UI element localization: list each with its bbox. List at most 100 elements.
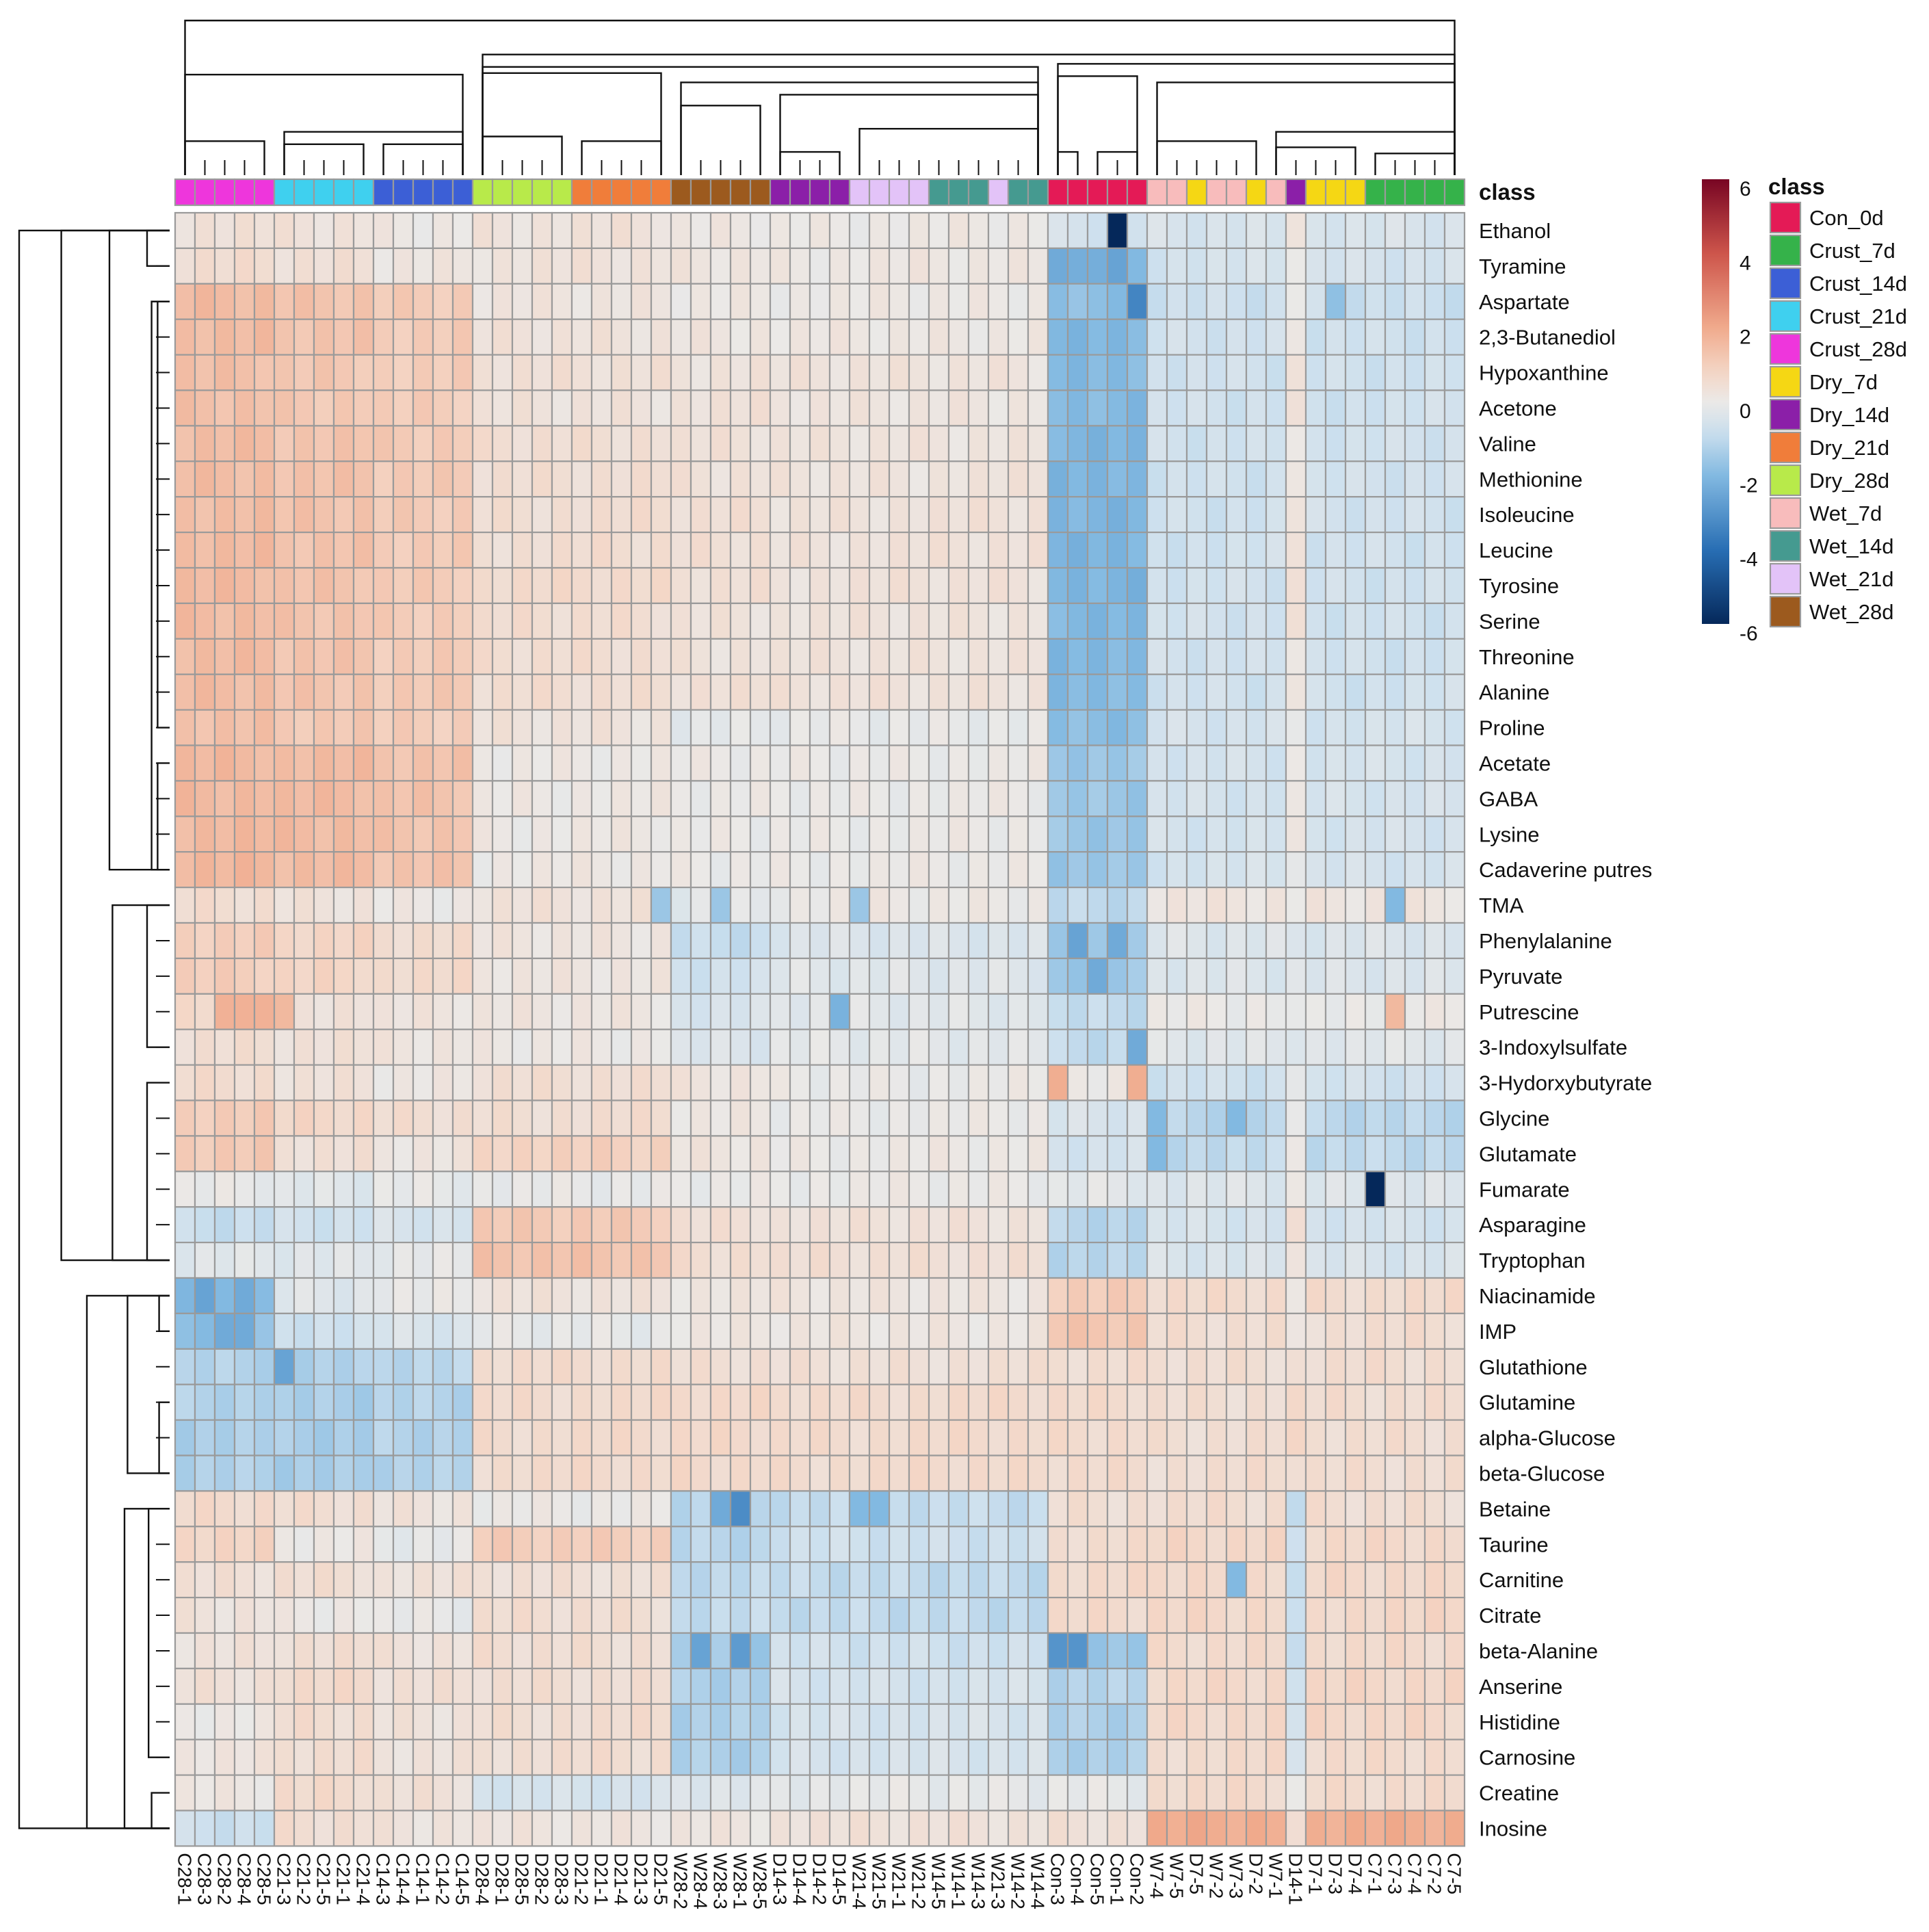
heatmap-cell bbox=[531, 1277, 553, 1315]
heatmap-cell bbox=[848, 673, 871, 711]
heatmap-cell bbox=[352, 1490, 375, 1528]
heatmap-cell bbox=[412, 1419, 434, 1457]
heatmap-cell bbox=[372, 638, 395, 675]
heatmap-cell bbox=[868, 1810, 891, 1847]
heatmap-cell bbox=[451, 1738, 474, 1776]
heatmap-cell bbox=[1404, 1597, 1426, 1634]
heatmap-cell bbox=[1027, 780, 1049, 818]
heatmap-cell bbox=[1205, 1561, 1228, 1599]
heatmap-cell bbox=[1146, 922, 1168, 960]
heatmap-cell bbox=[709, 1135, 732, 1173]
heatmap-cell bbox=[1066, 566, 1089, 605]
heatmap-cell bbox=[590, 1667, 613, 1705]
heatmap-cell bbox=[570, 957, 593, 995]
heatmap-cell bbox=[1384, 1774, 1406, 1812]
heatmap-cell bbox=[1285, 1703, 1307, 1740]
heatmap-cell bbox=[1225, 1738, 1248, 1776]
heatmap-cell bbox=[670, 354, 692, 391]
legend-swatch bbox=[1769, 398, 1802, 431]
heatmap-cell bbox=[511, 922, 534, 960]
heatmap-cell bbox=[928, 1028, 950, 1066]
heatmap-cell bbox=[908, 1064, 930, 1101]
heatmap-cell bbox=[1146, 1667, 1168, 1705]
heatmap-cell bbox=[868, 1206, 891, 1244]
heatmap-cell bbox=[1185, 1774, 1208, 1812]
heatmap-cell bbox=[253, 460, 276, 498]
heatmap-cell bbox=[451, 1348, 474, 1385]
heatmap-cell bbox=[1146, 1703, 1168, 1740]
heatmap-cell bbox=[511, 247, 534, 285]
heatmap-cell bbox=[709, 247, 732, 285]
heatmap-cell bbox=[670, 638, 692, 675]
heatmap-cell bbox=[1304, 1064, 1327, 1101]
heatmap-cell bbox=[352, 1561, 375, 1599]
heatmap-cell bbox=[749, 1064, 772, 1101]
heatmap-cell bbox=[1384, 354, 1406, 391]
heatmap-cell bbox=[1066, 1703, 1089, 1740]
heatmap-cell bbox=[1066, 1419, 1089, 1457]
heatmap-cell bbox=[868, 1419, 891, 1457]
heatmap-cell bbox=[967, 1526, 990, 1563]
heatmap-cell bbox=[1047, 1277, 1069, 1315]
column-label: C14-4 bbox=[393, 1853, 414, 1905]
heatmap-cell bbox=[432, 1490, 454, 1528]
heatmap-cell bbox=[471, 389, 494, 427]
heatmap-cell bbox=[670, 1632, 692, 1670]
heatmap-cell bbox=[570, 1667, 593, 1705]
heatmap-cell bbox=[1384, 673, 1406, 711]
heatmap-cell bbox=[709, 1667, 732, 1705]
heatmap-cell bbox=[590, 709, 613, 746]
heatmap-cell bbox=[729, 1632, 752, 1670]
heatmap-cell bbox=[1364, 886, 1387, 924]
column-label: D21-1 bbox=[591, 1853, 612, 1905]
heatmap-cell bbox=[630, 709, 653, 746]
heatmap-cell bbox=[1344, 709, 1367, 746]
row-label: Taurine bbox=[1479, 1532, 1549, 1556]
heatmap-cell bbox=[531, 566, 553, 605]
heatmap-cell bbox=[570, 318, 593, 356]
heatmap-cell bbox=[233, 922, 256, 960]
heatmap-cell bbox=[809, 1135, 831, 1173]
heatmap-cell bbox=[1245, 1810, 1268, 1847]
heatmap-cell bbox=[749, 851, 772, 889]
heatmap-cell bbox=[590, 389, 613, 427]
heatmap-cell bbox=[1007, 211, 1029, 250]
column-label: C14-1 bbox=[412, 1853, 434, 1905]
heatmap-cell bbox=[809, 1703, 831, 1740]
heatmap-cell bbox=[194, 744, 216, 782]
heatmap-cell bbox=[828, 283, 851, 320]
heatmap-cell bbox=[1245, 922, 1268, 960]
row-label: Inosine bbox=[1479, 1816, 1547, 1840]
heatmap-cell bbox=[392, 1419, 415, 1457]
heatmap-cell bbox=[174, 496, 196, 534]
heatmap-cell bbox=[729, 1703, 752, 1740]
heatmap-cell bbox=[511, 1028, 534, 1066]
heatmap-cell bbox=[451, 496, 474, 534]
dendrogram-link bbox=[158, 1294, 170, 1333]
heatmap-cell bbox=[749, 1561, 772, 1599]
heatmap-cell bbox=[1086, 1667, 1109, 1705]
heatmap-cell bbox=[233, 1810, 256, 1847]
heatmap-cell bbox=[451, 638, 474, 675]
heatmap-cell bbox=[1304, 1277, 1327, 1315]
heatmap-cell bbox=[1066, 1135, 1089, 1173]
heatmap-cell bbox=[650, 1561, 672, 1599]
heatmap-cell bbox=[630, 496, 653, 534]
heatmap-cell bbox=[1086, 638, 1109, 675]
heatmap-cell bbox=[670, 851, 692, 889]
heatmap-cell bbox=[392, 780, 415, 818]
heatmap-cell bbox=[1205, 1348, 1228, 1385]
heatmap-cell bbox=[551, 1241, 573, 1279]
heatmap-cell bbox=[1423, 496, 1446, 534]
heatmap-cell bbox=[1245, 1454, 1268, 1492]
heatmap-cell bbox=[471, 531, 494, 569]
heatmap-cell bbox=[1066, 247, 1089, 285]
heatmap-cell bbox=[1066, 1348, 1089, 1385]
heatmap-cell bbox=[194, 1667, 216, 1705]
heatmap-cell bbox=[273, 922, 296, 960]
heatmap-cell bbox=[590, 566, 613, 605]
heatmap-cell bbox=[432, 957, 454, 995]
heatmap-cell bbox=[610, 744, 633, 782]
heatmap-cell bbox=[1086, 1206, 1109, 1244]
heatmap-cell bbox=[888, 922, 910, 960]
